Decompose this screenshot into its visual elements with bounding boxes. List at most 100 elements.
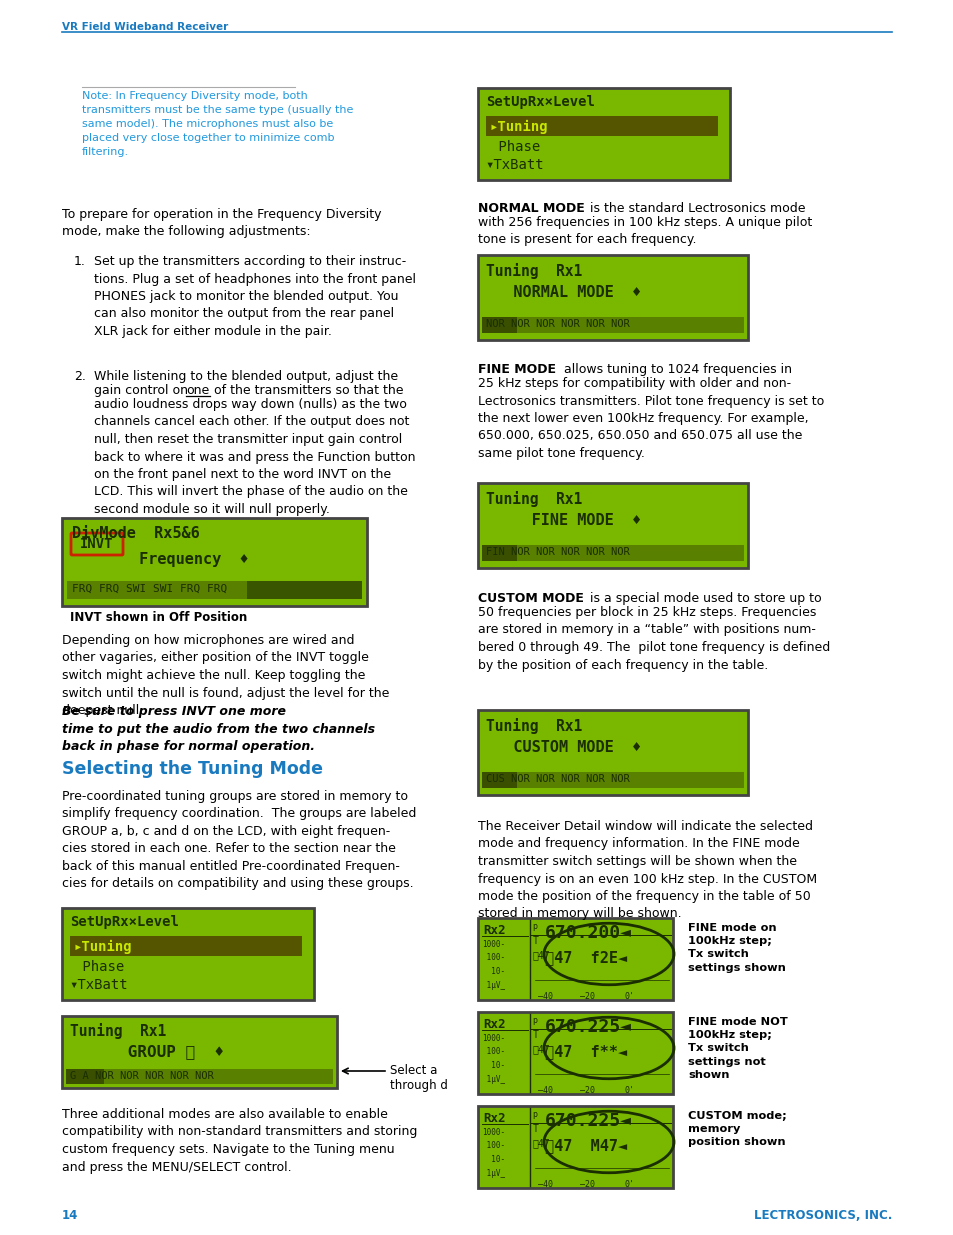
Text: Selecting the Tuning Mode: Selecting the Tuning Mode — [62, 760, 323, 778]
Bar — [62, 908, 314, 1000]
Text: 670.225◄: 670.225◄ — [544, 1018, 631, 1036]
Text: VR Field Wideband Receiver: VR Field Wideband Receiver — [62, 22, 228, 32]
Text: with 256 frequencies in 100 kHz steps. A unique pilot
tone is present for each f: with 256 frequencies in 100 kHz steps. A… — [477, 216, 811, 247]
Text: FRQ FRQ SWI SWI FRQ FRQ: FRQ FRQ SWI SWI FRQ FRQ — [71, 584, 227, 594]
Text: CUSTOM mode;
memory
position shown: CUSTOM mode; memory position shown — [687, 1112, 786, 1147]
Text: Pre-coordinated tuning groups are stored in memory to
simplify frequency coordin: Pre-coordinated tuning groups are stored… — [62, 790, 416, 890]
Text: 0': 0' — [624, 992, 635, 1002]
Text: To prepare for operation in the Frequency Diversity
mode, make the following adj: To prepare for operation in the Frequenc… — [62, 207, 381, 238]
Text: —20: —20 — [579, 992, 595, 1002]
Text: 670.200◄: 670.200◄ — [544, 924, 631, 942]
Text: 2.: 2. — [74, 370, 86, 383]
Text: Tuning  Rx1: Tuning Rx1 — [485, 263, 581, 279]
Text: G A NOR NOR NOR NOR NOR: G A NOR NOR NOR NOR NOR — [70, 1071, 213, 1081]
Text: ▸Tuning: ▸Tuning — [490, 120, 548, 135]
Text: The Receiver Detail window will indicate the selected
mode and frequency informa: The Receiver Detail window will indicate… — [477, 820, 817, 920]
Text: 100-: 100- — [481, 953, 504, 962]
Text: 670.225◄: 670.225◄ — [544, 1112, 631, 1130]
Bar — [481, 317, 743, 333]
Text: p: p — [532, 1016, 537, 1025]
Bar — [70, 936, 302, 956]
Text: CUSTOM MODE: CUSTOM MODE — [477, 592, 583, 605]
Bar — [485, 116, 718, 136]
Text: 1000-: 1000- — [481, 1034, 504, 1044]
Bar — [477, 88, 729, 180]
Bar — [477, 710, 747, 795]
Text: Frequency  ♦: Frequency ♦ — [130, 552, 249, 567]
Bar — [247, 580, 361, 599]
Text: T: T — [533, 1030, 538, 1040]
Text: Rx2: Rx2 — [482, 1018, 505, 1031]
Text: INVT shown in Off Position: INVT shown in Off Position — [70, 611, 247, 624]
Text: DivMode  Rx5&6: DivMode Rx5&6 — [71, 526, 199, 541]
Text: SetUpRx×Level: SetUpRx×Level — [485, 95, 595, 109]
Text: FINE MODE  ♦: FINE MODE ♦ — [485, 513, 640, 529]
Bar — [66, 1070, 333, 1084]
Text: FINE mode on
100kHz step;
Tx switch
settings shown: FINE mode on 100kHz step; Tx switch sett… — [687, 923, 785, 973]
Text: transmitters must be the same type (usually the: transmitters must be the same type (usua… — [82, 105, 353, 115]
Bar — [481, 772, 743, 788]
Text: —40: —40 — [537, 1179, 553, 1189]
Text: CUSTOM MODE  ♦: CUSTOM MODE ♦ — [485, 740, 640, 755]
Text: 10-: 10- — [481, 1061, 504, 1070]
Text: NORMAL MODE  ♦: NORMAL MODE ♦ — [485, 285, 640, 300]
Bar — [481, 317, 517, 333]
Text: ɇ47: ɇ47 — [533, 1044, 550, 1053]
Bar — [62, 517, 367, 606]
Bar — [477, 1011, 672, 1094]
Text: ▸Tuning: ▸Tuning — [74, 940, 132, 955]
Text: ▾TxBatt: ▾TxBatt — [70, 978, 129, 992]
Text: 100-: 100- — [481, 1141, 504, 1151]
Text: 1μV_: 1μV_ — [481, 1168, 504, 1177]
Text: 10-: 10- — [481, 1155, 504, 1165]
Text: audio loudness drops way down (nulls) as the two
channels cancel each other. If : audio loudness drops way down (nulls) as… — [94, 398, 416, 516]
Text: allows tuning to 1024 frequencies in: allows tuning to 1024 frequencies in — [559, 363, 791, 375]
Text: ɇ47: ɇ47 — [533, 950, 550, 960]
Text: T: T — [533, 936, 538, 946]
Text: INVT: INVT — [80, 537, 113, 551]
Bar — [67, 580, 361, 599]
Bar — [477, 483, 747, 568]
Bar — [66, 1070, 104, 1084]
Text: 10-: 10- — [481, 967, 504, 976]
Text: filtering.: filtering. — [82, 147, 129, 157]
Text: ɇ47  f2E◄: ɇ47 f2E◄ — [544, 950, 626, 965]
Text: ɇ47: ɇ47 — [533, 1137, 550, 1149]
Text: Tuning  Rx1: Tuning Rx1 — [485, 492, 581, 508]
Text: GROUP ⓐ  ♦: GROUP ⓐ ♦ — [70, 1044, 224, 1058]
Text: —20: —20 — [579, 1086, 595, 1095]
Text: 1000-: 1000- — [481, 1128, 504, 1137]
Text: one: one — [186, 384, 209, 396]
Text: Tuning  Rx1: Tuning Rx1 — [485, 718, 581, 734]
Text: is a special mode used to store up to: is a special mode used to store up to — [585, 592, 821, 605]
FancyBboxPatch shape — [71, 534, 123, 555]
Text: —40: —40 — [537, 992, 553, 1002]
Text: While listening to the blended output, adjust the: While listening to the blended output, a… — [94, 370, 397, 383]
Text: NORMAL MODE: NORMAL MODE — [477, 203, 584, 215]
Text: Phase: Phase — [74, 960, 124, 974]
Text: Tuning  Rx1: Tuning Rx1 — [70, 1023, 166, 1039]
Text: SetUpRx×Level: SetUpRx×Level — [70, 915, 179, 929]
Text: —20: —20 — [579, 1179, 595, 1189]
Text: 1000-: 1000- — [481, 940, 504, 948]
Text: 100-: 100- — [481, 1047, 504, 1056]
Text: gain control on: gain control on — [94, 384, 192, 396]
Text: NOR NOR NOR NOR NOR NOR: NOR NOR NOR NOR NOR NOR — [485, 319, 629, 329]
Bar — [481, 772, 517, 788]
Bar — [477, 254, 747, 340]
Text: Set up the transmitters according to their instruc-
tions. Plug a set of headpho: Set up the transmitters according to the… — [94, 254, 416, 338]
Bar — [477, 1107, 672, 1188]
Text: 0': 0' — [624, 1179, 635, 1189]
Text: p: p — [532, 1110, 537, 1119]
Bar — [477, 918, 672, 1000]
Text: 1μV_: 1μV_ — [481, 1074, 504, 1083]
Text: Select a
through d: Select a through d — [390, 1065, 447, 1092]
Text: Be sure to press INVT one more
time to put the audio from the two channels
back : Be sure to press INVT one more time to p… — [62, 705, 375, 753]
Text: Rx2: Rx2 — [482, 1112, 505, 1125]
Bar — [481, 545, 517, 561]
Text: 25 kHz steps for compatibility with older and non-
Lectrosonics transmitters. Pi: 25 kHz steps for compatibility with olde… — [477, 377, 823, 459]
Text: LECTROSONICS, INC.: LECTROSONICS, INC. — [753, 1209, 891, 1221]
Text: ɇ47  M47◄: ɇ47 M47◄ — [544, 1137, 626, 1153]
Text: Rx2: Rx2 — [482, 924, 505, 937]
Text: 1.: 1. — [74, 254, 86, 268]
